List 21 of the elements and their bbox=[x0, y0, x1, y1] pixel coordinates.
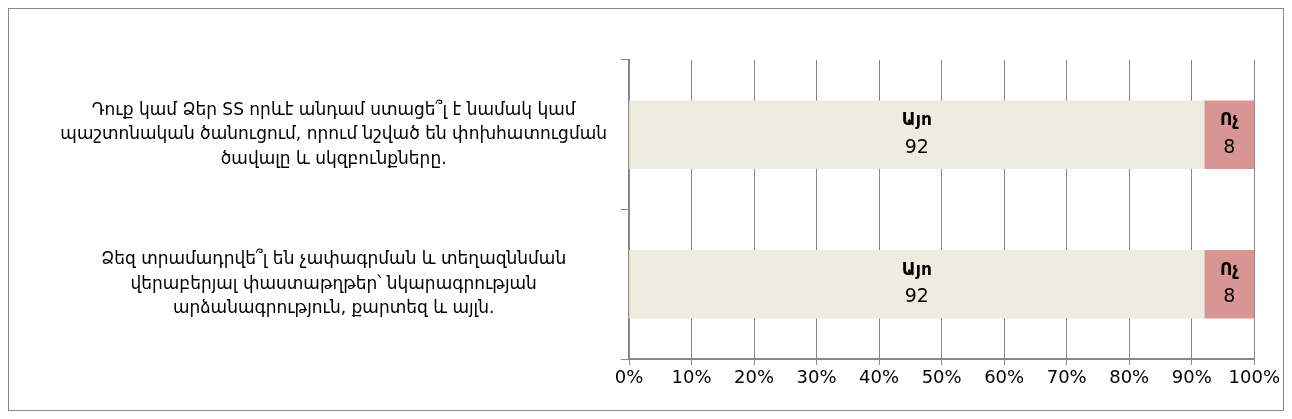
x-tick-label: 90% bbox=[1171, 366, 1212, 388]
data-label: 92 bbox=[904, 284, 929, 307]
series-label: Ոչ bbox=[1219, 109, 1240, 130]
x-tick-label: 0% bbox=[614, 366, 644, 388]
data-label: 92 bbox=[904, 134, 929, 157]
x-tick-label: 20% bbox=[734, 366, 775, 388]
x-tick-label: 70% bbox=[1046, 366, 1087, 388]
data-label: 8 bbox=[1223, 134, 1236, 157]
data-label: 8 bbox=[1223, 284, 1236, 307]
x-tick-label: 30% bbox=[796, 366, 837, 388]
y-tick-label: Ձեզ տրամադրվե՞լ են չափագրման և տեղազննման վերաբերյալ փաստաթղթեր՝ նկարագրության արձանագրություն, քարտեզ և այլն. bbox=[101, 248, 567, 318]
text: Այո bbox=[901, 258, 932, 279]
x-tick-label: 50% bbox=[921, 366, 962, 388]
series-label: Այո bbox=[901, 109, 932, 130]
x-tick-label: 60% bbox=[984, 366, 1025, 388]
x-tick-label: 40% bbox=[859, 366, 900, 388]
y-tick-label: Դուք կամ Ձեր SS որևէ անդամ ստացե՞լ է նամակ կամ պաշտոնական ծանուցում, որում նշված են փոխհատուցման ծավալը և սկզբունքները. bbox=[60, 98, 607, 168]
x-tick-label: 100% bbox=[1228, 366, 1280, 388]
x-tick-label: 10% bbox=[671, 366, 712, 388]
x-tick-label: 80% bbox=[1109, 366, 1150, 388]
text: Ոչ bbox=[1219, 258, 1239, 279]
